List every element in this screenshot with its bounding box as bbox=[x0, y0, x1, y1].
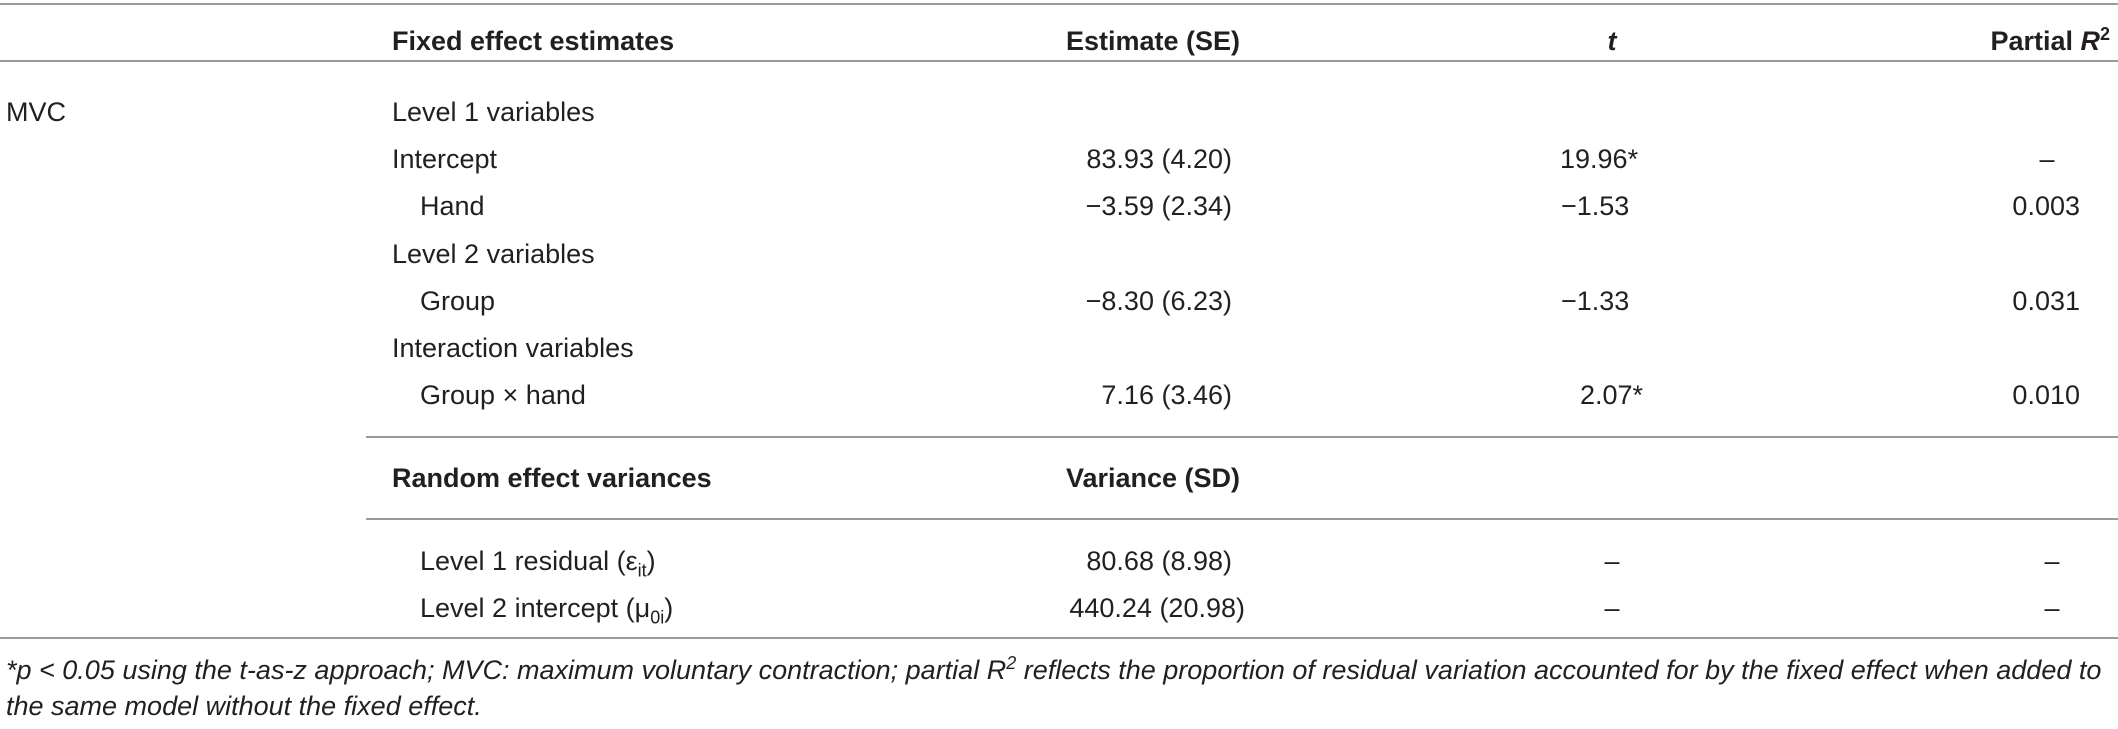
r-symbol: R bbox=[2080, 26, 2100, 56]
residual-subscript: it bbox=[637, 560, 647, 581]
column-header-fixed-effects: Fixed effect estimates bbox=[392, 26, 675, 56]
bottom-rule bbox=[0, 637, 2118, 639]
t-cell: – bbox=[1604, 546, 1620, 576]
row-label: Level 2 variables bbox=[392, 239, 595, 269]
t-cell: 2.07* bbox=[1580, 380, 1644, 410]
footnote-superscript: 2 bbox=[1006, 653, 1017, 673]
partial-label: Partial bbox=[1990, 26, 2081, 56]
intercept-label: Level 2 intercept (μ bbox=[420, 593, 651, 623]
r2-cell: – bbox=[2044, 546, 2060, 576]
random-row-label: Level 2 intercept (μ0i) bbox=[420, 592, 674, 628]
r-superscript: 2 bbox=[2099, 24, 2110, 44]
column-header-estimate: Estimate (SE) bbox=[1065, 26, 1241, 56]
row-label: Group × hand bbox=[420, 380, 586, 410]
table-footnote: *p < 0.05 using the t-as-z approach; MVC… bbox=[6, 652, 2114, 724]
t-label: t bbox=[1607, 26, 1617, 56]
residual-label: Level 1 residual (ε bbox=[420, 546, 638, 576]
estimate-cell: −8.30 (6.23) bbox=[1085, 286, 1232, 316]
random-section-rule bbox=[366, 436, 2118, 438]
residual-label-end: ) bbox=[646, 546, 656, 576]
t-cell: 19.96* bbox=[1560, 144, 1639, 174]
column-header-t: t bbox=[1608, 25, 1617, 57]
footnote-text-continued: reflects the proportion of residual vari… bbox=[6, 655, 2102, 721]
estimate-cell: −3.59 (2.34) bbox=[1085, 191, 1232, 221]
r2-cell: – bbox=[2039, 144, 2055, 174]
header-rule bbox=[0, 60, 2118, 62]
t-cell: −1.53 bbox=[1561, 191, 1630, 221]
t-cell: – bbox=[1604, 593, 1620, 623]
random-header-rule bbox=[366, 518, 2118, 520]
footnote-text: *p < 0.05 using the t-as-z approach; MVC… bbox=[6, 655, 1007, 685]
row-label: Interaction variables bbox=[392, 333, 634, 363]
r2-cell: 0.010 bbox=[2012, 380, 2080, 410]
r2-cell: 0.031 bbox=[2012, 286, 2080, 316]
r2-cell: – bbox=[2044, 593, 2060, 623]
r2-cell: 0.003 bbox=[2012, 191, 2080, 221]
column-header-partial-r2: Partial R2 bbox=[1990, 25, 2110, 57]
random-row-label: Level 1 residual (εit) bbox=[420, 545, 656, 581]
row-label: Hand bbox=[420, 191, 485, 221]
top-rule bbox=[0, 3, 2118, 5]
intercept-subscript: 0i bbox=[650, 607, 665, 628]
variance-cell: 440.24 (20.98) bbox=[1069, 593, 1245, 623]
t-cell: −1.33 bbox=[1561, 286, 1630, 316]
row-label: Level 1 variables bbox=[392, 97, 595, 127]
row-label: Group bbox=[420, 286, 496, 316]
estimate-cell: 83.93 (4.20) bbox=[1086, 144, 1232, 174]
variance-cell: 80.68 (8.98) bbox=[1086, 546, 1232, 576]
column-header-random-effects: Random effect variances bbox=[392, 463, 712, 493]
estimate-cell: 7.16 (3.46) bbox=[1101, 380, 1232, 410]
row-label: Intercept bbox=[392, 144, 498, 174]
intercept-label-end: ) bbox=[664, 593, 674, 623]
row-group-mvc: MVC bbox=[6, 97, 66, 127]
column-header-variance: Variance (SD) bbox=[1065, 463, 1241, 493]
